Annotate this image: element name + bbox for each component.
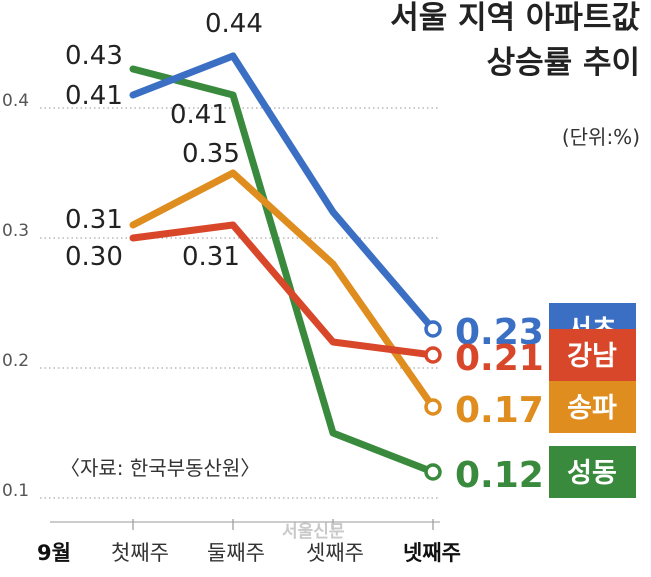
chart-title-line-1: 서울 지역 아파트값: [390, 0, 640, 36]
x-tick-label-2: 둘째주: [207, 541, 265, 565]
legend-label-강남: 강남: [567, 341, 617, 372]
x-tick-label-3: 셋째주: [306, 541, 364, 565]
series-end-points: [424, 320, 442, 481]
end-point-송파: [424, 398, 442, 416]
watermark: 서울신문: [282, 522, 345, 542]
source-label: 〈자료: 한국부동산원〉: [60, 456, 260, 480]
y-tick-label-0.3: 0.3: [2, 221, 29, 241]
chart-title-line-2: 상승률 추이: [487, 45, 640, 81]
data-label-송파-2: 0.35: [182, 139, 240, 169]
gridlines: [40, 107, 440, 499]
data-labels: 0.41 0.44 0.30 0.31 0.31 0.35 0.43 0.41: [65, 9, 263, 272]
legend-badge-성동: [549, 446, 636, 498]
end-value-성동: 0.12: [455, 455, 544, 496]
x-month-label: 9월: [37, 541, 71, 565]
end-value-송파: 0.17: [455, 390, 544, 431]
series-line-강남: [129, 221, 437, 359]
series-line-서초: [129, 52, 437, 333]
y-tick-label-0.1: 0.1: [2, 481, 29, 501]
data-label-서초-2: 0.44: [205, 9, 263, 39]
legend-label-성동: 성동: [567, 458, 617, 489]
end-value-서초: 0.23: [455, 312, 544, 353]
x-tick-label-1: 첫째주: [111, 541, 169, 565]
y-axis-ticks: 0.4 0.3 0.2 0.1: [2, 91, 29, 501]
series-lines: [129, 52, 437, 476]
end-value-강남: 0.21: [455, 338, 544, 379]
data-label-서초-1: 0.41: [65, 81, 123, 111]
y-tick-label-0.2: 0.2: [2, 351, 29, 371]
end-point-성동: [424, 463, 442, 481]
y-tick-label-0.4: 0.4: [2, 91, 29, 111]
legend-label-송파: 송파: [567, 393, 617, 424]
data-label-송파-1: 0.31: [65, 205, 123, 235]
data-label-성동-2: 0.41: [170, 100, 228, 130]
legend-badge-강남: [549, 329, 636, 381]
series-line-송파: [129, 169, 437, 411]
data-label-성동-1: 0.43: [65, 41, 123, 71]
series-line-성동: [129, 65, 437, 476]
data-label-강남-2: 0.31: [182, 242, 240, 272]
end-point-강남: [424, 346, 442, 364]
data-label-강남-1: 0.30: [65, 242, 123, 272]
x-tick-marks: [132, 519, 434, 530]
x-tick-label-4: 넷째주: [403, 541, 461, 565]
end-point-서초: [424, 320, 442, 338]
legend-badge-송파: [549, 381, 636, 433]
unit-label: (단위:%): [562, 125, 640, 149]
